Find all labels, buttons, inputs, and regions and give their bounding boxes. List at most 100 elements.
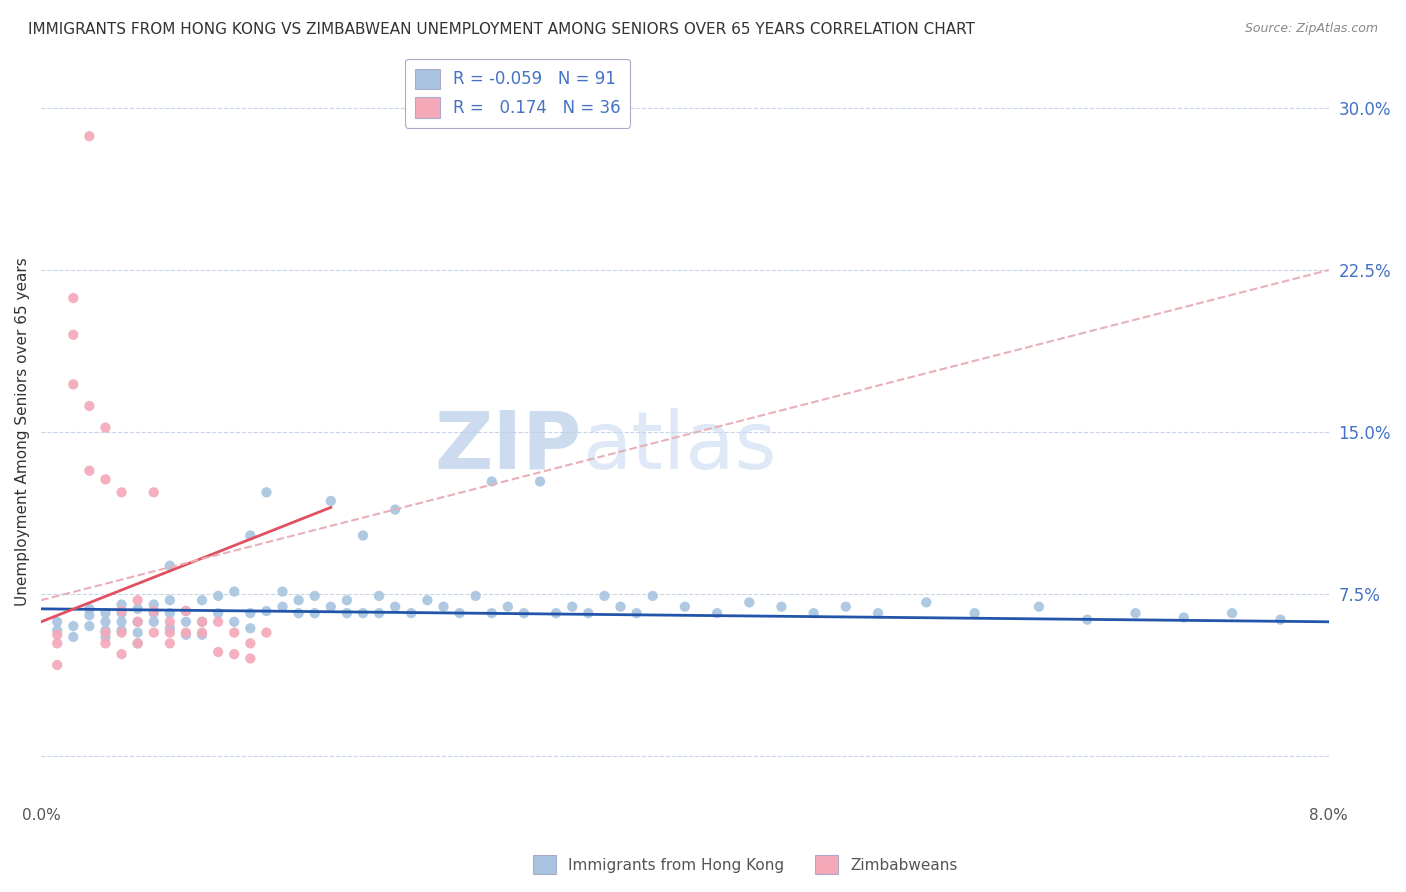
- Point: [304, 606, 326, 620]
- Point: [142, 604, 165, 618]
- Point: [110, 647, 132, 661]
- Point: [239, 621, 262, 635]
- Point: [207, 606, 229, 620]
- Point: [835, 599, 858, 614]
- Point: [866, 606, 889, 620]
- Point: [770, 599, 793, 614]
- Point: [368, 606, 391, 620]
- Point: [142, 485, 165, 500]
- Point: [62, 327, 84, 342]
- Text: ZIP: ZIP: [434, 408, 582, 485]
- Point: [304, 589, 326, 603]
- Point: [224, 647, 246, 661]
- Point: [287, 593, 309, 607]
- Point: [1173, 610, 1195, 624]
- Point: [174, 628, 197, 642]
- Text: atlas: atlas: [582, 408, 776, 485]
- Point: [142, 625, 165, 640]
- Point: [159, 593, 181, 607]
- Point: [336, 606, 359, 620]
- Point: [79, 129, 101, 144]
- Point: [79, 464, 101, 478]
- Point: [432, 599, 454, 614]
- Point: [62, 619, 84, 633]
- Point: [142, 615, 165, 629]
- Point: [529, 475, 551, 489]
- Point: [110, 606, 132, 620]
- Point: [46, 615, 69, 629]
- Point: [915, 595, 938, 609]
- Point: [174, 625, 197, 640]
- Point: [319, 599, 342, 614]
- Point: [271, 599, 294, 614]
- Point: [1270, 613, 1292, 627]
- Point: [127, 593, 149, 607]
- Point: [319, 494, 342, 508]
- Point: [254, 625, 277, 640]
- Point: [593, 589, 616, 603]
- Point: [174, 604, 197, 618]
- Point: [207, 589, 229, 603]
- Point: [1125, 606, 1147, 620]
- Point: [513, 606, 536, 620]
- Point: [239, 651, 262, 665]
- Point: [127, 625, 149, 640]
- Point: [46, 628, 69, 642]
- Point: [94, 625, 117, 640]
- Point: [94, 606, 117, 620]
- Point: [239, 606, 262, 620]
- Point: [191, 625, 214, 640]
- Point: [207, 645, 229, 659]
- Point: [94, 420, 117, 434]
- Point: [159, 606, 181, 620]
- Point: [159, 625, 181, 640]
- Point: [174, 604, 197, 618]
- Point: [94, 630, 117, 644]
- Point: [738, 595, 761, 609]
- Point: [159, 615, 181, 629]
- Point: [110, 485, 132, 500]
- Point: [94, 624, 117, 638]
- Point: [191, 593, 214, 607]
- Point: [94, 472, 117, 486]
- Point: [481, 475, 503, 489]
- Point: [127, 636, 149, 650]
- Point: [127, 615, 149, 629]
- Point: [352, 606, 374, 620]
- Point: [464, 589, 486, 603]
- Point: [254, 604, 277, 618]
- Point: [127, 636, 149, 650]
- Point: [62, 630, 84, 644]
- Point: [287, 606, 309, 620]
- Text: IMMIGRANTS FROM HONG KONG VS ZIMBABWEAN UNEMPLOYMENT AMONG SENIORS OVER 65 YEARS: IMMIGRANTS FROM HONG KONG VS ZIMBABWEAN …: [28, 22, 976, 37]
- Point: [110, 604, 132, 618]
- Point: [963, 606, 986, 620]
- Point: [46, 636, 69, 650]
- Point: [626, 606, 648, 620]
- Point: [576, 606, 599, 620]
- Point: [384, 599, 406, 614]
- Point: [1028, 599, 1050, 614]
- Point: [224, 615, 246, 629]
- Point: [110, 598, 132, 612]
- Point: [127, 602, 149, 616]
- Point: [110, 625, 132, 640]
- Point: [159, 636, 181, 650]
- Point: [239, 636, 262, 650]
- Point: [191, 628, 214, 642]
- Point: [174, 615, 197, 629]
- Point: [416, 593, 439, 607]
- Point: [191, 615, 214, 629]
- Point: [142, 598, 165, 612]
- Point: [352, 528, 374, 542]
- Point: [481, 606, 503, 620]
- Point: [254, 485, 277, 500]
- Point: [79, 602, 101, 616]
- Point: [207, 615, 229, 629]
- Point: [641, 589, 664, 603]
- Point: [368, 589, 391, 603]
- Point: [62, 377, 84, 392]
- Point: [1076, 613, 1098, 627]
- Text: Source: ZipAtlas.com: Source: ZipAtlas.com: [1244, 22, 1378, 36]
- Point: [384, 502, 406, 516]
